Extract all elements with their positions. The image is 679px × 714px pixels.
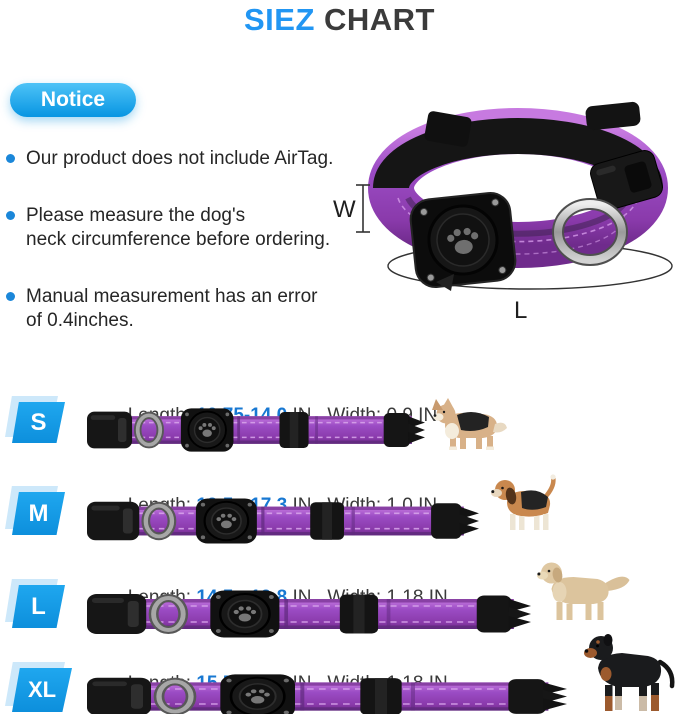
hero-collar-svg: W L	[333, 101, 673, 324]
dog-rottweiler-svg	[584, 634, 675, 711]
paw-icon	[233, 606, 257, 622]
metal-ring	[148, 594, 189, 634]
hero-collar-image: W L	[328, 98, 679, 333]
collar-strip-svg	[87, 590, 531, 638]
buckle-male	[508, 679, 567, 714]
page-title: SIEZ CHART	[0, 2, 679, 38]
bullet-dot-icon	[6, 291, 15, 301]
buckle-male	[431, 503, 479, 539]
dog-rottweiler-image	[582, 628, 679, 714]
size-badge-s: S	[5, 396, 65, 443]
collar-image-s	[87, 407, 425, 453]
dog-golden-retriever-svg	[537, 562, 630, 620]
size-badge-l: L	[5, 579, 65, 628]
buckle	[590, 150, 663, 211]
buckle-female	[87, 677, 151, 714]
metal-ring	[153, 677, 197, 714]
metal-ring	[133, 411, 164, 449]
buckle-female	[87, 411, 133, 449]
collar-image-m	[87, 497, 479, 545]
paw-icon	[216, 513, 237, 529]
width-label: W	[333, 196, 356, 223]
collar-strap	[93, 506, 464, 536]
notice-badge-label: Notice	[40, 88, 106, 111]
paw-icon	[245, 689, 270, 704]
badge-face: L	[12, 585, 65, 628]
airtag-case	[210, 590, 280, 638]
airtag-case	[195, 498, 257, 544]
collar-strap	[94, 599, 514, 629]
strap-keeper	[424, 111, 472, 147]
notice-list: Our product does not include AirTag. Ple…	[6, 147, 391, 366]
strap-loop	[585, 101, 641, 131]
bullet-dot-icon	[6, 210, 15, 220]
collar-strip-svg	[87, 498, 479, 544]
d-ring	[552, 198, 628, 266]
tri-glide-slider	[310, 502, 344, 540]
dog-corgi-svg	[432, 398, 507, 450]
tri-glide-slider	[279, 412, 309, 448]
paw-icon	[198, 423, 216, 437]
notice-item: Please measure the dog's neck circumfere…	[6, 204, 391, 252]
notice-badge: Notice	[10, 83, 136, 117]
collar-strip-svg	[87, 408, 425, 452]
tri-glide-slider	[360, 678, 402, 714]
collar-image-xl	[87, 673, 567, 714]
badge-face: S	[12, 402, 65, 443]
badge-face: XL	[12, 668, 72, 712]
dog-corgi-image	[431, 398, 509, 455]
metal-ring	[141, 501, 177, 541]
notice-item: Our product does not include AirTag.	[6, 147, 391, 171]
buckle-male	[383, 412, 425, 448]
length-arrowhead	[436, 274, 454, 291]
airtag-case	[409, 191, 517, 289]
notice-item-text: Manual measurement has an error of 0.4in…	[26, 285, 318, 331]
collar-strap	[92, 416, 412, 444]
size-badge-xl: XL	[5, 662, 72, 712]
dog-beagle-svg	[491, 474, 556, 530]
case-screws	[419, 198, 507, 282]
page-title-accent: SIEZ	[243, 2, 315, 37]
size-badge-m: M	[5, 486, 65, 535]
airtag-case	[180, 408, 234, 452]
tri-glide-slider	[339, 594, 379, 634]
badge-face: M	[12, 492, 65, 535]
buckle-female	[87, 501, 140, 541]
airtag-case	[220, 674, 295, 714]
page-title-rest: CHART	[314, 2, 435, 37]
buckle-female	[87, 594, 147, 634]
collar-image-l	[87, 589, 531, 639]
buckle-male	[476, 595, 531, 633]
notice-item: Manual measurement has an error of 0.4in…	[6, 285, 391, 333]
paw-icon	[447, 227, 479, 254]
width-measure	[356, 184, 370, 233]
dog-beagle-image	[489, 473, 565, 535]
notice-item-text: Our product does not include AirTag.	[26, 148, 334, 169]
dog-golden-retriever-image	[535, 556, 632, 624]
notice-item-text: Please measure the dog's neck circumfere…	[26, 204, 331, 250]
length-label: L	[514, 297, 527, 324]
bullet-dot-icon	[6, 154, 15, 163]
collar-strip-svg	[87, 674, 567, 714]
collar-strap	[95, 682, 549, 711]
